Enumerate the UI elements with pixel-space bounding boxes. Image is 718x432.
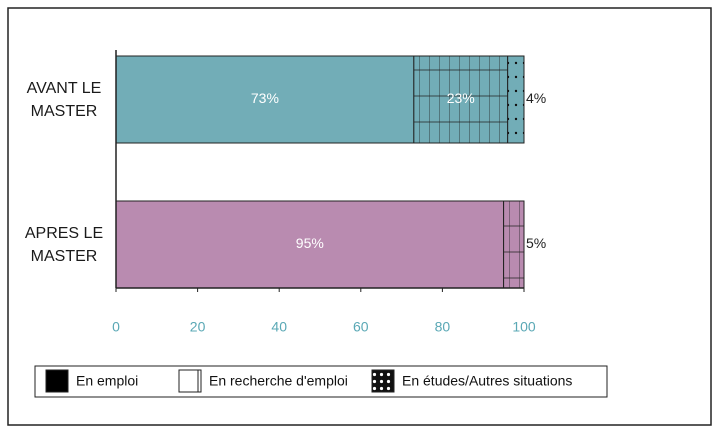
- legend-label: En recherche d'emploi: [209, 373, 348, 389]
- bar-pattern: [503, 201, 524, 288]
- bar-pattern: [413, 56, 508, 143]
- y-tick-label: AVANT LE MASTER: [26, 79, 102, 120]
- legend-label: En emploi: [76, 373, 138, 389]
- bar-pattern: [507, 56, 524, 143]
- data-label: 73%: [251, 90, 279, 106]
- x-tick-label: 20: [190, 319, 206, 335]
- data-label: 4%: [526, 90, 546, 106]
- legend-swatch: [45, 369, 69, 393]
- y-tick-label: APRES LE MASTER: [24, 224, 104, 265]
- x-tick-label: 0: [112, 319, 120, 335]
- bar-segment: [115, 200, 505, 289]
- data-label: 95%: [296, 235, 324, 251]
- bar-segment: [115, 55, 415, 144]
- frame: [7, 7, 712, 426]
- legend-swatch: [371, 369, 395, 393]
- x-tick-label: 80: [435, 319, 451, 335]
- data-label: 23%: [447, 90, 475, 106]
- x-tick-label: 60: [353, 319, 369, 335]
- data-label: 5%: [526, 235, 546, 251]
- x-tick-label: 100: [512, 319, 536, 335]
- legend-box: [34, 365, 608, 398]
- legend-label: En études/Autres situations: [402, 373, 572, 389]
- legend-swatch: [178, 369, 202, 393]
- x-tick-label: 40: [271, 319, 287, 335]
